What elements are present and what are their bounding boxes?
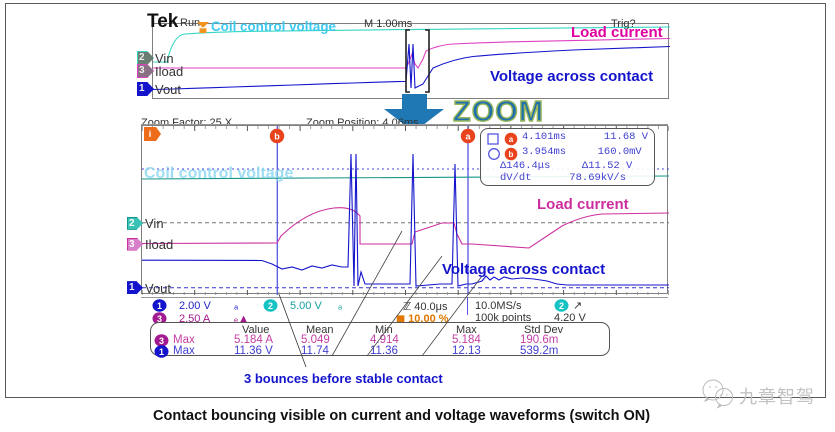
svg-text:b: b [509,150,514,159]
svg-text:b: b [274,132,280,142]
svg-text:a: a [509,135,514,144]
svg-text:i: i [149,129,152,139]
